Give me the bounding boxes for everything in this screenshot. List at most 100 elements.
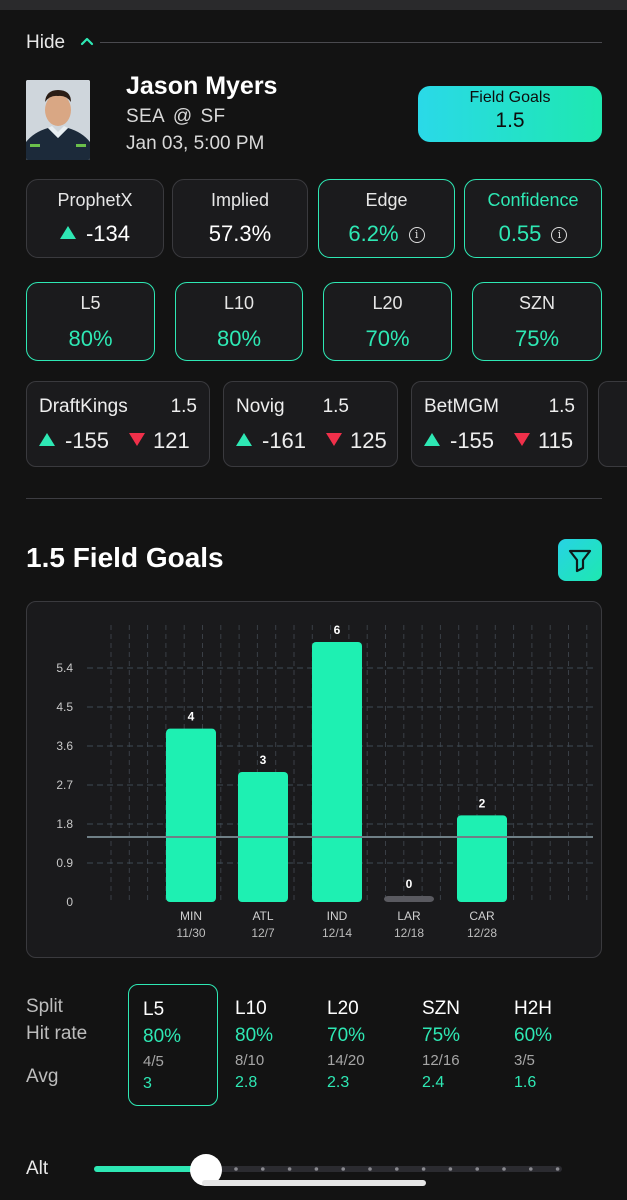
x-date-label: 12/14 <box>322 926 352 940</box>
split-fraction: 3/5 <box>514 1052 535 1069</box>
section-divider <box>26 498 602 499</box>
y-tick-label: 0 <box>66 895 73 909</box>
slider-tick <box>448 1167 453 1171</box>
bar-value-label: 4 <box>188 710 195 724</box>
book-card-betmgm[interactable]: BetMGM 1.5 -155 115 <box>411 381 588 467</box>
y-tick-label: 4.5 <box>56 700 73 714</box>
arrow-down-icon <box>129 433 146 446</box>
book-line: 1.5 <box>170 396 197 417</box>
bar <box>457 815 507 902</box>
book-name: DraftKings <box>39 396 128 417</box>
arrow-down-icon <box>514 433 531 446</box>
hide-toggle[interactable]: Hide <box>26 30 602 56</box>
hit-rate-card-szn[interactable]: SZN 75% <box>472 282 602 361</box>
bar <box>166 728 216 902</box>
hit-rate-card-l5[interactable]: L5 80% <box>26 282 155 361</box>
prophetx-value: -134 <box>85 221 131 246</box>
slider-tick <box>529 1167 533 1171</box>
filter-icon <box>568 549 592 573</box>
hit-rate-row-label: Hit rate <box>26 1023 88 1044</box>
home-indicator[interactable] <box>202 1180 426 1186</box>
slider-tick <box>261 1167 265 1171</box>
x-category-label: MIN <box>180 909 202 923</box>
split-column-l10[interactable]: L10 80% 8/10 2.8 <box>221 984 311 1106</box>
info-icon[interactable]: i <box>551 227 568 243</box>
book-line: 1.5 <box>548 396 575 417</box>
split-fraction: 8/10 <box>235 1052 265 1069</box>
split-avg: 2.4 <box>422 1074 445 1091</box>
slider-tick <box>314 1167 319 1171</box>
arrow-up-icon <box>424 433 440 446</box>
x-date-label: 12/28 <box>467 926 497 940</box>
slider-tick <box>475 1167 480 1171</box>
book-card-novig[interactable]: Novig 1.5 -161 125 <box>223 381 398 467</box>
filter-button[interactable] <box>558 539 602 581</box>
bar <box>312 642 362 902</box>
slider-tick <box>395 1167 399 1171</box>
matchup: SEA @ SF <box>126 106 225 128</box>
hit-rate-card-l10[interactable]: L10 80% <box>175 282 303 361</box>
edge-value: 6.2% <box>348 221 399 246</box>
team-abbr: SEA <box>126 106 165 127</box>
chart-svg: 0 0.9 1.8 2.7 3.6 4.5 5.4 4 MIN 11/30 3 ATL 12/7 6 IND… <box>56 623 593 940</box>
hit-rate-card-l20[interactable]: L20 70% <box>323 282 452 361</box>
split-name: L10 <box>235 998 267 1019</box>
alt-label: Alt <box>26 1158 49 1179</box>
split-fraction: 4/5 <box>143 1053 164 1070</box>
x-date-label: 12/18 <box>394 926 424 940</box>
book-over-odds: -161 <box>262 428 307 453</box>
implied-label: Implied <box>210 190 270 210</box>
x-category-label: LAR <box>397 909 421 923</box>
book-over-odds: -155 <box>65 428 110 453</box>
section-title: 1.5 Field Goals <box>26 542 224 573</box>
implied-value: 57.3% <box>208 221 272 246</box>
bar-value-label: 0 <box>406 877 413 891</box>
slider-tick <box>234 1167 238 1171</box>
hit-rate-label: L5 <box>80 293 101 313</box>
implied-card: Implied 57.3% <box>172 179 308 258</box>
arrow-up-icon <box>236 433 252 446</box>
split-column-szn[interactable]: SZN 75% 12/16 2.4 <box>408 984 498 1106</box>
split-name: L20 <box>327 998 359 1019</box>
slider-tick <box>368 1167 372 1171</box>
game-time: Jan 03, 5:00 PM <box>126 133 265 154</box>
x-category-label: ATL <box>252 909 273 923</box>
x-date-label: 11/30 <box>176 926 205 940</box>
market-selector-button[interactable]: Field Goals 1.5 <box>418 86 602 142</box>
x-category-label: CAR <box>469 909 495 923</box>
edge-card[interactable]: Edge 6.2% i <box>318 179 455 258</box>
split-avg: 2.3 <box>327 1074 350 1091</box>
avg-row-label: Avg <box>26 1066 59 1087</box>
bar-chart: 0 0.9 1.8 2.7 3.6 4.5 5.4 4 MIN 11/30 3 ATL 12/7 6 IND… <box>26 601 602 958</box>
split-column-l20[interactable]: L20 70% 14/20 2.3 <box>313 984 403 1106</box>
split-name: H2H <box>514 998 553 1019</box>
split-hit-rate: 70% <box>327 1025 366 1046</box>
split-fraction: 12/16 <box>422 1052 460 1069</box>
bar-value-label: 2 <box>479 796 486 810</box>
split-row-label: Split <box>26 996 63 1017</box>
edge-label: Edge <box>365 190 408 210</box>
split-column-l5[interactable]: L5 80% 4/5 3 <box>128 984 218 1106</box>
split-fraction: 14/20 <box>327 1052 365 1069</box>
book-card-draftkings[interactable]: DraftKings 1.5 -155 121 <box>26 381 210 467</box>
book-line: 1.5 <box>322 396 349 417</box>
book-name: Novig <box>236 396 285 417</box>
confidence-card[interactable]: Confidence 0.55 i <box>464 179 602 258</box>
book-under-odds: 121 <box>153 428 190 453</box>
player-avatar <box>26 80 90 160</box>
split-column-h2h[interactable]: H2H 60% 3/5 1.6 <box>500 984 590 1106</box>
split-avg: 3 <box>143 1075 152 1092</box>
info-icon[interactable]: i <box>408 227 425 243</box>
split-hit-rate: 80% <box>235 1025 274 1046</box>
slider-tick <box>421 1167 426 1171</box>
book-over-odds: -155 <box>450 428 495 453</box>
hit-rate-value: 80% <box>68 326 113 351</box>
split-avg: 2.8 <box>235 1074 258 1091</box>
hit-rate-label: SZN <box>519 293 555 313</box>
split-name: L5 <box>143 999 165 1020</box>
at-symbol: @ <box>172 106 193 127</box>
book-card-partial[interactable] <box>598 381 627 467</box>
chevron-up-icon <box>80 37 94 46</box>
split-hit-rate: 80% <box>143 1026 182 1047</box>
market-name: Field Goals <box>469 89 551 106</box>
